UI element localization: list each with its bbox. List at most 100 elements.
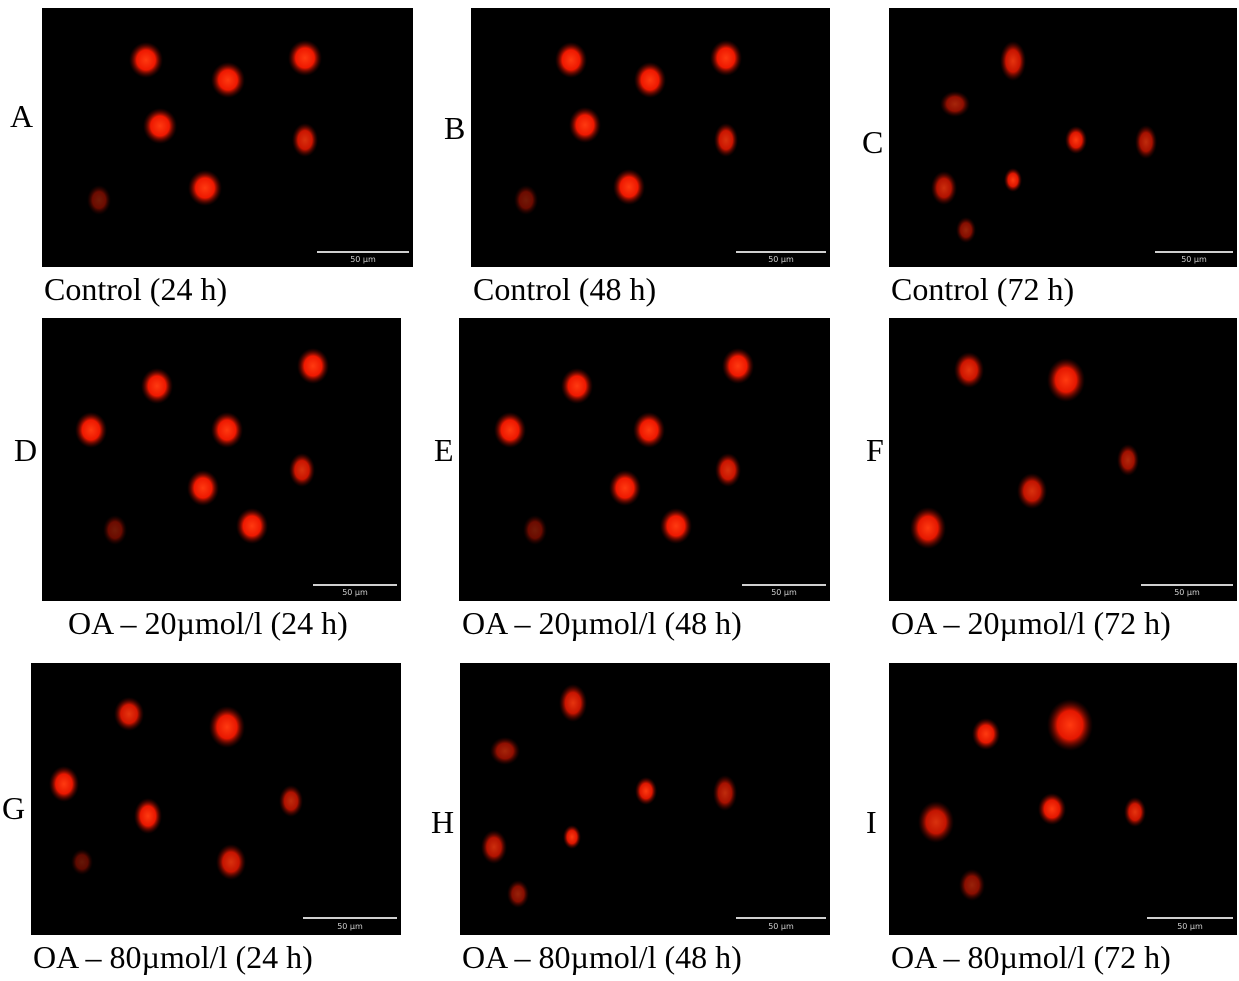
panel-letter-a: A <box>10 98 34 134</box>
scale-bar <box>1141 584 1233 586</box>
cell <box>141 368 173 404</box>
panel-letter-g: G <box>2 790 26 826</box>
micrograph-control-48h: 50 µm <box>471 8 830 267</box>
cell <box>722 348 754 384</box>
scale-bar <box>736 917 826 919</box>
scale-bar-label: 50 µm <box>350 255 376 264</box>
panel-letter-c: C <box>862 124 884 160</box>
panel-letter-i: I <box>866 804 877 840</box>
cell <box>1047 699 1093 751</box>
cell <box>633 412 665 448</box>
scale-bar-label: 50 µm <box>342 588 368 597</box>
cell <box>1038 793 1066 825</box>
cell <box>634 62 666 98</box>
scale-bar <box>742 584 826 586</box>
cell <box>1017 473 1047 509</box>
cell <box>931 171 957 205</box>
scale-bar-label: 50 µm <box>1177 922 1203 931</box>
cell <box>1004 168 1022 192</box>
cell <box>134 798 162 834</box>
micrograph-control-72h: 50 µm <box>889 8 1237 267</box>
cell <box>940 91 970 117</box>
cell <box>918 801 954 843</box>
scale-bar-label: 50 µm <box>337 922 363 931</box>
cell <box>103 515 127 545</box>
cell <box>216 844 246 880</box>
micrograph-control-24h: 50 µm <box>42 8 413 267</box>
cell <box>187 470 219 506</box>
caption-i: OA – 80µmol/l (72 h) <box>891 939 1171 975</box>
cell <box>292 123 318 157</box>
scale-bar-label: 50 µm <box>768 255 794 264</box>
cell <box>288 40 322 76</box>
cell <box>114 697 144 731</box>
cell <box>75 412 107 448</box>
micrograph-oa20-24h: 50 µm <box>42 318 401 601</box>
scale-bar <box>736 251 826 253</box>
cell <box>561 368 593 404</box>
panel-letter-e: E <box>434 432 454 468</box>
cell <box>49 766 79 802</box>
cell <box>559 684 587 722</box>
scale-bar-label: 50 µm <box>768 922 794 931</box>
cell <box>972 718 1000 750</box>
cell <box>715 453 741 487</box>
caption-c: Control (72 h) <box>891 271 1075 307</box>
cell <box>236 508 268 544</box>
cell <box>507 880 529 908</box>
cell <box>209 706 245 748</box>
cell <box>279 785 303 817</box>
cell <box>713 775 737 811</box>
cell <box>1117 444 1139 476</box>
cell <box>523 515 547 545</box>
caption-h: OA – 80µmol/l (48 h) <box>462 939 742 975</box>
cell <box>211 62 245 98</box>
cell <box>1135 125 1157 159</box>
panel-letter-h: H <box>431 804 455 840</box>
cell <box>613 169 645 205</box>
scale-bar <box>1147 917 1233 919</box>
cell <box>289 453 315 487</box>
cell <box>660 508 692 544</box>
micrograph-oa20-72h: 50 µm <box>889 318 1237 601</box>
cell <box>710 40 742 76</box>
panel-letter-f: F <box>866 432 884 468</box>
caption-e: OA – 20µmol/l (48 h) <box>462 605 742 641</box>
cell <box>490 737 520 765</box>
cell <box>555 42 587 78</box>
cell <box>481 830 507 864</box>
cell <box>71 849 93 875</box>
cell <box>494 412 526 448</box>
cell <box>514 185 538 215</box>
cell <box>188 170 222 206</box>
panel-letter-d: D <box>14 432 38 468</box>
cell <box>87 185 111 215</box>
scale-bar <box>317 251 409 253</box>
caption-b: Control (48 h) <box>473 271 657 307</box>
cell <box>956 217 976 243</box>
cell <box>563 825 581 849</box>
scale-bar <box>1155 251 1233 253</box>
cell <box>1047 358 1085 402</box>
caption-g: OA – 80µmol/l (24 h) <box>33 939 313 975</box>
cell <box>211 412 243 448</box>
scale-bar-label: 50 µm <box>1181 255 1207 264</box>
cell <box>1000 41 1026 81</box>
cell <box>129 42 163 78</box>
cell <box>910 507 946 549</box>
cell <box>954 352 984 388</box>
panel-letter-b: B <box>444 110 466 146</box>
cell <box>1124 797 1146 827</box>
micrograph-oa80-72h: 50 µm <box>889 663 1237 935</box>
cell <box>1065 126 1087 154</box>
cell <box>635 777 657 805</box>
micrograph-oa20-48h: 50 µm <box>459 318 830 601</box>
scale-bar-label: 50 µm <box>1174 588 1200 597</box>
cell <box>714 123 738 157</box>
caption-d: OA – 20µmol/l (24 h) <box>68 605 348 641</box>
scale-bar-label: 50 µm <box>771 588 797 597</box>
cell <box>609 470 641 506</box>
cell <box>959 869 985 901</box>
scale-bar <box>303 917 397 919</box>
caption-f: OA – 20µmol/l (72 h) <box>891 605 1171 641</box>
